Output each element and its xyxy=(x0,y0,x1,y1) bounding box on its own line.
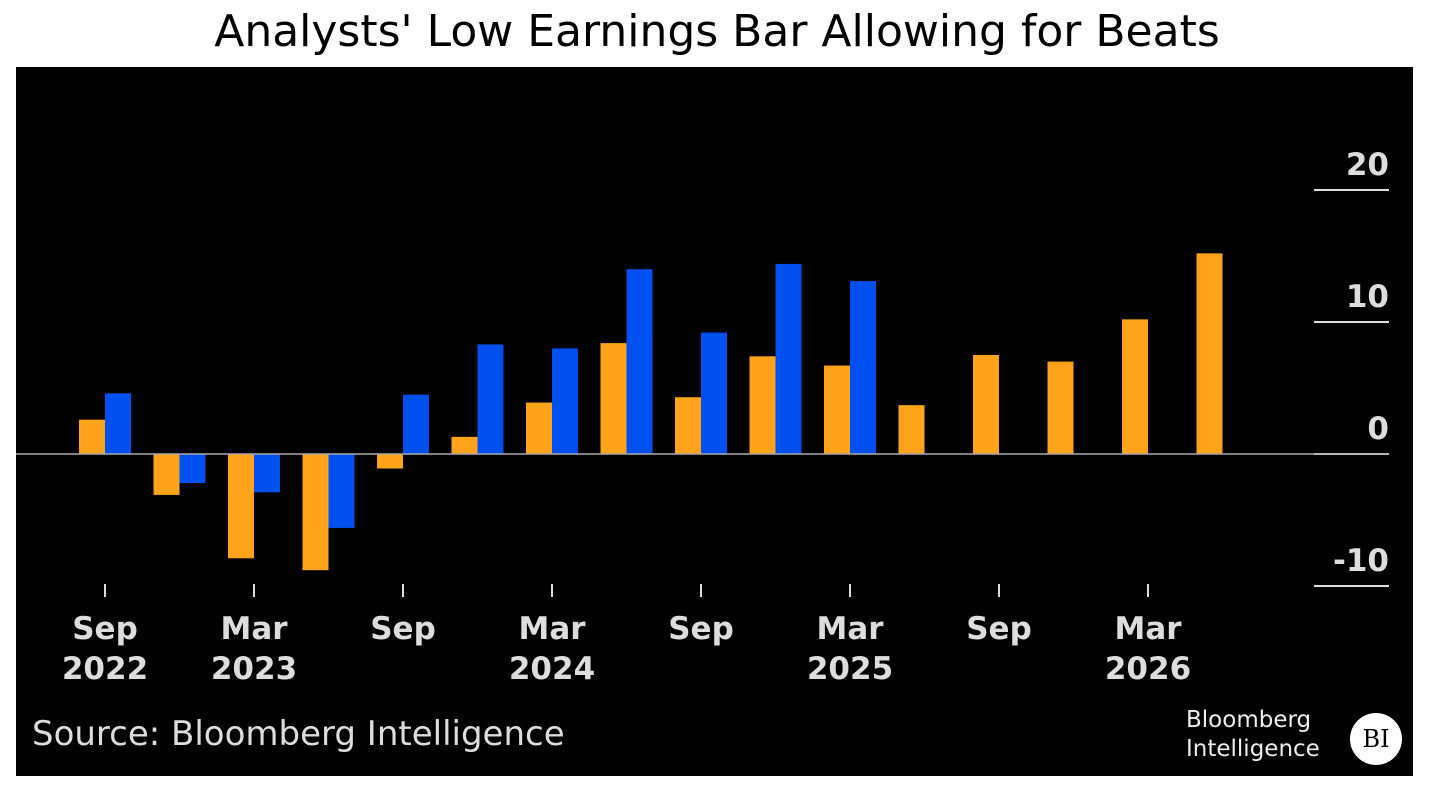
y-tick-label: -10 xyxy=(1333,543,1389,579)
x-tick-month: Mar xyxy=(1114,611,1182,647)
orange-bar xyxy=(1196,253,1223,454)
chart-title: Analysts' Low Earnings Bar Allowing for … xyxy=(214,6,1220,57)
chart-panel: 20 10 0 -10 Sep 2022 Mar 2023 Sep Mar 2024 Sep Mar 20… xyxy=(16,67,1413,776)
x-tick-month: Mar xyxy=(220,611,288,647)
blue-bar xyxy=(105,393,131,454)
blue-bar xyxy=(477,344,504,454)
y-tick-label: 20 xyxy=(1346,147,1389,183)
blue-bar xyxy=(254,454,280,493)
orange-bar xyxy=(749,356,776,454)
orange-bar xyxy=(377,454,403,469)
x-tick-month: Sep xyxy=(966,611,1032,647)
orange-bar xyxy=(302,454,329,571)
blue-bar xyxy=(552,348,578,454)
orange-bar xyxy=(973,355,999,454)
x-tick-month: Sep xyxy=(72,611,138,647)
x-tick-year: 2025 xyxy=(807,651,893,687)
orange-bar xyxy=(228,454,254,559)
x-tick-month: Sep xyxy=(370,611,436,647)
orange-bar xyxy=(153,454,180,495)
x-tick-year: 2026 xyxy=(1105,651,1191,687)
orange-bar xyxy=(600,343,627,454)
blue-bar xyxy=(775,263,802,454)
blue-bar xyxy=(403,394,429,454)
blue-bar xyxy=(626,269,653,454)
x-tick-month: Mar xyxy=(518,611,586,647)
y-tick-label: 10 xyxy=(1346,279,1389,315)
logo-line-1: Bloomberg xyxy=(1186,707,1312,733)
orange-bar xyxy=(898,405,925,454)
y-tick-label: 0 xyxy=(1367,411,1389,447)
x-tick-month: Mar xyxy=(816,611,884,647)
orange-bar xyxy=(451,436,478,454)
x-tick-year: 2024 xyxy=(509,651,595,687)
orange-bar xyxy=(79,419,105,454)
bar-chart: 20 10 0 -10 Sep 2022 Mar 2023 Sep Mar 2024 Sep Mar 20… xyxy=(16,147,1389,687)
orange-bar xyxy=(1047,361,1074,454)
blue-bar xyxy=(179,454,206,484)
bi-badge-logo: BI xyxy=(1350,713,1402,765)
blue-bar xyxy=(701,332,727,454)
x-tick-month: Sep xyxy=(668,611,734,647)
x-tick-year: 2022 xyxy=(62,651,148,687)
bloomberg-intelligence-logo: Bloomberg Intelligence xyxy=(1186,706,1320,764)
orange-bar xyxy=(1122,319,1148,454)
orange-bar xyxy=(526,402,552,454)
orange-bar xyxy=(675,397,701,454)
blue-bar xyxy=(328,454,355,528)
logo-line-2: Intelligence xyxy=(1186,736,1320,762)
orange-bar xyxy=(824,365,850,454)
blue-bar xyxy=(850,281,876,454)
source-note: Source: Bloomberg Intelligence xyxy=(32,714,565,754)
x-tick-year: 2023 xyxy=(211,651,297,687)
